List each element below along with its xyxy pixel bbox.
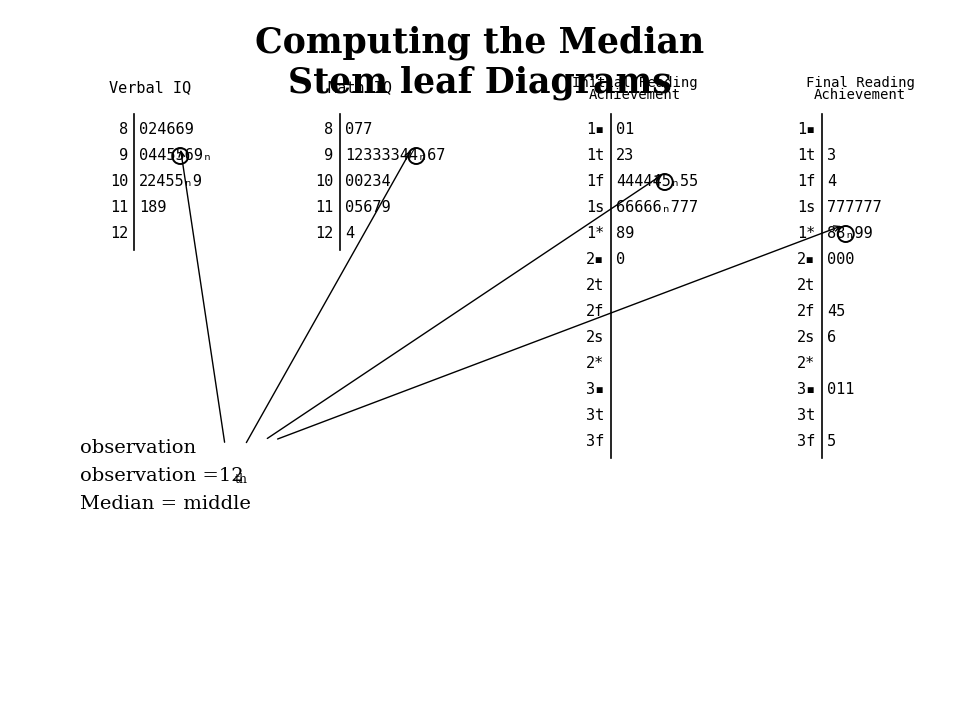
Text: 1t: 1t <box>586 148 604 163</box>
Text: 6: 6 <box>827 330 836 346</box>
Text: 5: 5 <box>827 434 836 449</box>
Text: 4: 4 <box>345 227 354 241</box>
Text: 1f: 1f <box>797 174 815 189</box>
Text: 011: 011 <box>827 382 854 397</box>
Text: 077: 077 <box>345 122 372 138</box>
Text: 0: 0 <box>616 253 625 268</box>
Text: 2*: 2* <box>797 356 815 372</box>
Text: 01: 01 <box>616 122 635 138</box>
Text: 4: 4 <box>827 174 836 189</box>
Text: 3▪: 3▪ <box>797 382 815 397</box>
Text: 45: 45 <box>827 305 845 320</box>
Text: 2▪: 2▪ <box>586 253 604 268</box>
Text: Achievement: Achievement <box>814 88 906 102</box>
Text: 2▪: 2▪ <box>797 253 815 268</box>
Text: 8: 8 <box>324 122 333 138</box>
Text: 3f: 3f <box>797 434 815 449</box>
Text: 23: 23 <box>616 148 635 163</box>
Text: 66666ₙ777: 66666ₙ777 <box>616 200 698 215</box>
Text: 12: 12 <box>315 227 333 241</box>
Text: 000: 000 <box>827 253 854 268</box>
Text: 444445ₙ55: 444445ₙ55 <box>616 174 698 189</box>
Text: 1▪: 1▪ <box>797 122 815 138</box>
Text: 2t: 2t <box>797 279 815 294</box>
Text: 1*: 1* <box>586 227 604 241</box>
Text: 10: 10 <box>315 174 333 189</box>
Text: 11: 11 <box>315 200 333 215</box>
Text: 0445569ₙ: 0445569ₙ <box>139 148 212 163</box>
Text: 9: 9 <box>324 148 333 163</box>
Text: 89: 89 <box>616 227 635 241</box>
Text: Achievement: Achievement <box>588 88 681 102</box>
Text: 2*: 2* <box>586 356 604 372</box>
Text: 1*: 1* <box>797 227 815 241</box>
Text: observation =12: observation =12 <box>80 467 244 485</box>
Text: 3: 3 <box>827 148 836 163</box>
Text: 9: 9 <box>119 148 128 163</box>
Text: 10: 10 <box>109 174 128 189</box>
Text: 2f: 2f <box>586 305 604 320</box>
Text: 88ₙ99: 88ₙ99 <box>827 227 873 241</box>
Text: Median = middle: Median = middle <box>80 495 251 513</box>
Text: Final Reading: Final Reading <box>805 76 915 90</box>
Text: 024669: 024669 <box>139 122 194 138</box>
Text: 1s: 1s <box>797 200 815 215</box>
Text: Computing the Median: Computing the Median <box>255 25 705 60</box>
Text: Stem leaf Diagrams: Stem leaf Diagrams <box>288 65 672 99</box>
Text: 22455ₙ9: 22455ₙ9 <box>139 174 203 189</box>
Text: 1▪: 1▪ <box>586 122 604 138</box>
Text: 189: 189 <box>139 200 166 215</box>
Text: 1t: 1t <box>797 148 815 163</box>
Text: Math IQ: Math IQ <box>328 80 392 95</box>
Text: 8: 8 <box>119 122 128 138</box>
Text: 11: 11 <box>109 200 128 215</box>
Text: 3t: 3t <box>797 408 815 423</box>
Text: 2s: 2s <box>586 330 604 346</box>
Text: 1f: 1f <box>586 174 604 189</box>
Text: 12333344ₙ67: 12333344ₙ67 <box>345 148 445 163</box>
Text: observation: observation <box>80 439 196 457</box>
Text: Initial Reading: Initial Reading <box>572 76 698 90</box>
Text: 3▪: 3▪ <box>586 382 604 397</box>
Text: Verbal IQ: Verbal IQ <box>108 80 191 95</box>
Text: 1s: 1s <box>586 200 604 215</box>
Text: 2t: 2t <box>586 279 604 294</box>
Text: 05679: 05679 <box>345 200 391 215</box>
Text: 00234: 00234 <box>345 174 391 189</box>
Text: 3t: 3t <box>586 408 604 423</box>
Text: 3f: 3f <box>586 434 604 449</box>
Text: 2f: 2f <box>797 305 815 320</box>
Text: th: th <box>235 473 248 486</box>
Text: 777777: 777777 <box>827 200 881 215</box>
Text: 12: 12 <box>109 227 128 241</box>
Text: 2s: 2s <box>797 330 815 346</box>
